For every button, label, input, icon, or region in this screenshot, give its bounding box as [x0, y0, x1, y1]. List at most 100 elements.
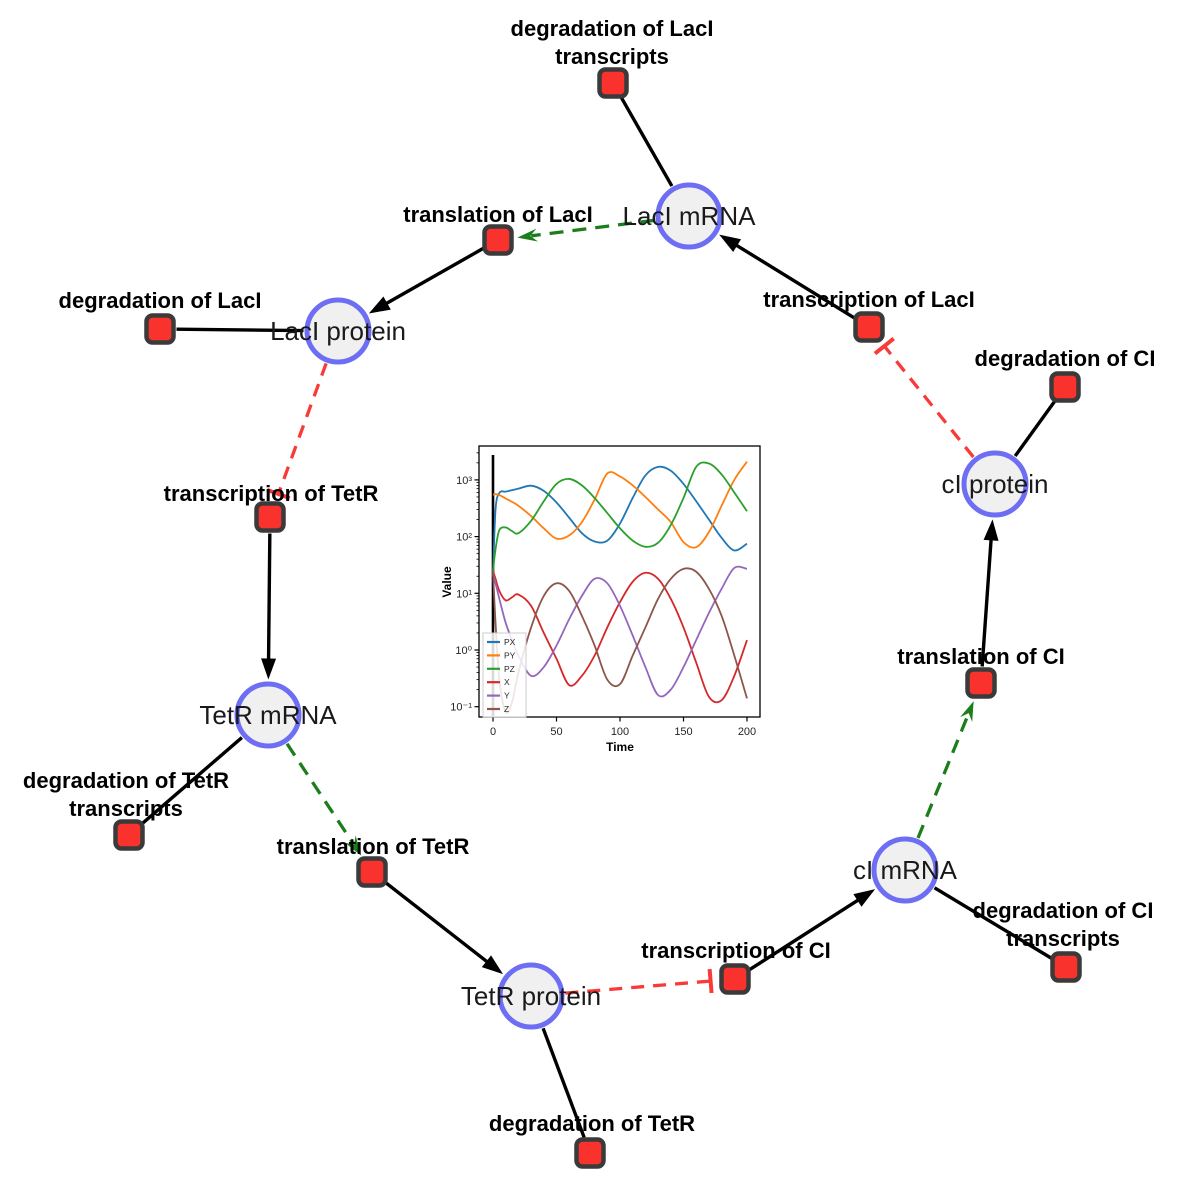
reaction-label-deg_tetr: degradation of TetR [489, 1111, 695, 1136]
reaction-label-deg_ci_tr: transcripts [1006, 926, 1120, 951]
legend-label-PX: PX [504, 637, 516, 647]
edge-tetr_protein-transcr_ci [565, 968, 714, 995]
reaction-node-transcr_tetr [254, 501, 286, 533]
species-node-laci_mrna [655, 182, 723, 250]
nodes-layer [113, 67, 1082, 1169]
reaction-node-transl_tetr [356, 856, 388, 888]
chart-generated-content: 10⁻¹ 10⁰ 10¹ 10² 10³ 0 50 100 150 200 PX PY PZ XYZ [450, 445, 761, 738]
reaction-label-transcr_laci: transcription of LacI [763, 287, 974, 312]
reaction-label-transcr_ci: transcription of CI [641, 938, 830, 963]
reaction-node-transl_laci [482, 224, 514, 256]
chart-xtick-label: 150 [674, 726, 692, 738]
chart-legend-box [482, 632, 527, 718]
chart-ytick-label: 10³ [456, 475, 472, 487]
reaction-node-deg_laci_tr [597, 67, 629, 99]
reaction-label-deg_tetr_tr: transcripts [69, 796, 183, 821]
edge-laci_mrna-transl_laci [517, 218, 655, 242]
species-label-tetr_protein: TetR protein [461, 981, 601, 1011]
chart-xtick-label: 50 [550, 726, 562, 738]
reaction-node-deg_ci_tr [1050, 951, 1082, 983]
inhibition-tbar-icon [266, 487, 291, 500]
reaction-label-deg_laci: degradation of LacI [59, 288, 262, 313]
reaction-node-transl_ci [965, 667, 997, 699]
edge-transl_laci-laci_protein [368, 246, 485, 314]
species-node-ci_mrna [871, 836, 939, 904]
reaction-node-deg_ci [1049, 371, 1081, 403]
reaction-label-deg_ci: degradation of CI [975, 346, 1156, 371]
reaction-label-deg_tetr_tr: degradation of TetR [23, 768, 229, 793]
arrowhead-icon [368, 296, 391, 314]
species-label-ci_mrna: cI mRNA [853, 855, 958, 885]
reaction-node-deg_tetr [574, 1137, 606, 1169]
arrowhead-icon [719, 234, 742, 253]
reaction-label-transl_laci: translation of LacI [403, 202, 592, 227]
edge-laci_protein-transcr_tetr [266, 362, 328, 500]
modifier-arrowhead-icon [344, 835, 362, 856]
labels-layer: LacI mRNA LacI protein TetR mRNA TetR prote… [23, 16, 1156, 1136]
edge-transl_tetr-tetr_protein [383, 880, 504, 975]
species-node-laci_protein [304, 297, 372, 365]
arrowhead-icon [261, 658, 277, 680]
arrowhead-icon [481, 955, 504, 975]
edges-layer [140, 96, 1057, 1139]
chart-series-X [492, 570, 748, 704]
species-label-laci_protein: LacI protein [270, 316, 406, 346]
edge-transcr_ci-ci_mrna [747, 889, 876, 972]
chart-xtick-label: 100 [611, 726, 629, 738]
reaction-label-deg_laci_tr: degradation of LacI [511, 16, 714, 41]
reaction-node-deg_tetr_tr [113, 819, 145, 851]
chart-ytick-label: 10¹ [456, 588, 472, 600]
species-label-tetr_mrna: TetR mRNA [199, 700, 337, 730]
reaction-label-transl_ci: translation of CI [897, 644, 1064, 669]
inhibition-tbar-icon [707, 968, 714, 994]
edge-transl_ci-ci_protein [980, 519, 999, 667]
modifier-arrowhead-icon [960, 701, 974, 723]
species-node-ci_protein [961, 450, 1029, 518]
edge-ci_protein-deg_ci [1013, 399, 1057, 458]
edge-ci_mrna-transl_ci [916, 701, 974, 839]
legend-label-Z: Z [504, 704, 509, 714]
chart-series-PX [492, 465, 748, 577]
reaction-node-transcr_laci [853, 311, 885, 343]
edge-transcr_tetr-tetr_mrna [261, 533, 277, 680]
chart-xtick-label: 200 [738, 726, 756, 738]
chart-series-Y [492, 565, 748, 698]
arrowhead-icon [983, 519, 999, 541]
edge-ci_protein-transcr_laci [873, 337, 975, 459]
legend-label-PY: PY [504, 650, 516, 660]
chart-ytick-label: 10⁰ [455, 645, 472, 657]
chart-ylabel: Value [440, 566, 454, 598]
edge-ci_mrna-deg_ci_tr [933, 886, 1053, 960]
edge-tetr_protein-deg_tetr [541, 1027, 586, 1139]
timeseries-inset-plot: 10⁻¹ 10⁰ 10¹ 10² 10³ 0 50 100 150 200 PX PY PZ XYZ Ti… [440, 445, 761, 754]
reaction-node-transcr_ci [719, 963, 751, 995]
edge-transcr_laci-laci_mrna [719, 234, 856, 320]
modifier-arrowhead-icon [517, 228, 539, 242]
chart-series-PY [492, 461, 748, 549]
chart-xlabel: Time [606, 740, 634, 754]
inhibition-tbar-icon [873, 337, 895, 356]
chart-series-PZ [492, 461, 748, 571]
reaction-label-deg_laci_tr: transcripts [555, 44, 669, 69]
reaction-label-transcr_tetr: transcription of TetR [164, 481, 379, 506]
species-label-laci_mrna: LacI mRNA [623, 201, 757, 231]
species-node-tetr_mrna [234, 681, 302, 749]
edge-tetr_mrna-transl_tetr [285, 742, 362, 856]
chart-ytick-label: 10² [456, 532, 472, 544]
legend-label-PZ: PZ [504, 664, 515, 674]
arrowhead-icon [853, 889, 876, 907]
legend-label-X: X [504, 677, 510, 687]
reaction-label-transl_tetr: translation of TetR [277, 834, 470, 859]
chart-series-Z [492, 567, 748, 715]
chart-ytick-label: 10⁻¹ [450, 702, 472, 714]
edge-laci_mrna-deg_laci_tr [619, 96, 674, 187]
species-node-tetr_protein [497, 962, 565, 1030]
species-label-ci_protein: cI protein [942, 469, 1049, 499]
edge-tetr_mrna-deg_tetr_tr [140, 736, 243, 826]
edge-laci_protein-deg_laci [176, 327, 304, 333]
reaction-node-deg_laci [144, 313, 176, 345]
chart-xtick-label: 0 [490, 726, 496, 738]
reaction-label-deg_ci_tr: degradation of CI [973, 898, 1154, 923]
